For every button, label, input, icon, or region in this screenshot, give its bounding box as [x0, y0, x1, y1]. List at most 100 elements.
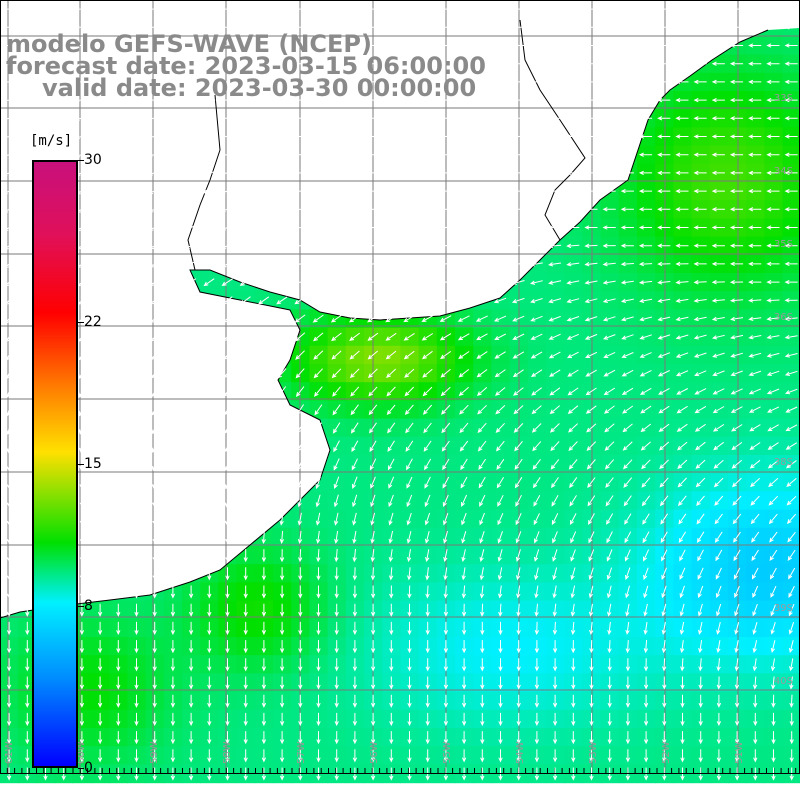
wind-arrow — [351, 440, 359, 453]
wind-arrow — [420, 170, 434, 176]
wind-arrow — [222, 349, 232, 361]
wind-arrow — [571, 749, 576, 763]
wind-arrow — [480, 712, 485, 727]
wind-arrow — [389, 585, 394, 599]
wind-arrow — [95, 331, 105, 343]
wind-arrow — [639, 334, 652, 340]
wind-arrow — [133, 403, 140, 417]
wind-arrow — [420, 261, 434, 267]
wind-arrow — [243, 658, 248, 672]
wind-arrow — [384, 261, 398, 267]
wind-arrow — [256, 152, 270, 158]
wind-arrow — [293, 189, 307, 194]
wind-arrow — [638, 116, 653, 121]
wind-arrow — [606, 531, 613, 544]
wind-arrow — [225, 549, 230, 563]
colorbar — [32, 160, 78, 768]
wind-arrow — [729, 116, 744, 121]
wind-arrow — [370, 476, 376, 489]
wind-arrow — [693, 225, 707, 230]
wind-arrow — [97, 603, 103, 617]
wind-arrow — [643, 603, 648, 617]
wind-arrow — [658, 387, 670, 395]
wind-arrow — [493, 152, 507, 157]
wind-arrow — [314, 422, 323, 434]
wind-arrow — [183, 25, 198, 30]
wind-arrow — [602, 261, 616, 267]
wind-arrow — [20, 187, 33, 195]
wind-arrow — [111, 116, 125, 121]
wind-arrow — [352, 585, 358, 599]
wind-arrow — [493, 279, 507, 285]
wind-arrow — [534, 658, 540, 672]
wind-arrow — [662, 694, 667, 708]
wind-arrow — [20, 152, 34, 158]
wind-arrow — [607, 676, 612, 690]
wind-arrow — [625, 676, 631, 690]
wind-arrow — [261, 567, 267, 581]
wind-arrow — [569, 477, 578, 489]
wind-arrow — [348, 261, 361, 267]
wind-arrow — [22, 295, 32, 306]
wind-arrow — [367, 368, 378, 379]
wind-arrow — [624, 531, 632, 544]
wind-arrow — [588, 513, 595, 526]
wind-arrow — [422, 404, 433, 415]
wind-arrow — [621, 352, 634, 358]
wind-arrow — [384, 79, 398, 85]
wind-arrow — [79, 567, 85, 581]
wind-arrow — [25, 530, 30, 545]
wind-arrow — [623, 477, 633, 488]
wind-arrow — [134, 658, 139, 672]
wind-arrow — [202, 242, 215, 249]
wind-arrow — [748, 279, 762, 285]
wind-arrow — [698, 621, 703, 635]
wind-arrow — [443, 549, 448, 563]
wind-arrow — [352, 512, 357, 526]
wind-arrow — [111, 134, 125, 140]
wind-arrow — [274, 97, 289, 103]
wind-arrow — [784, 116, 798, 121]
wind-arrow — [569, 495, 577, 507]
wind-arrow — [547, 116, 562, 121]
wind-arrow — [261, 549, 267, 563]
wind-arrow — [188, 694, 194, 708]
wind-arrow — [475, 170, 489, 176]
wind-arrow — [202, 25, 216, 30]
wind-arrow — [311, 170, 325, 176]
wind-arrow — [387, 458, 395, 471]
wind-arrow — [657, 370, 670, 377]
wind-arrow — [134, 585, 139, 599]
wind-arrow — [638, 97, 653, 103]
wind-arrow — [149, 278, 160, 287]
wind-arrow — [479, 494, 486, 507]
wind-arrow — [170, 476, 175, 490]
wind-arrow — [566, 170, 580, 176]
longitude-label: 55W — [442, 741, 453, 764]
wind-arrow — [384, 43, 398, 48]
wind-arrow — [788, 622, 795, 635]
wind-arrow — [529, 280, 543, 285]
wind-arrow — [225, 731, 230, 745]
wind-arrow — [224, 403, 231, 416]
wind-arrow — [261, 621, 267, 636]
wind-arrow — [749, 459, 761, 469]
wind-arrow — [766, 298, 780, 303]
wind-arrow — [170, 603, 176, 617]
wind-arrow — [734, 640, 739, 654]
wind-arrow — [202, 171, 216, 176]
wind-arrow — [532, 477, 541, 489]
wind-arrow — [784, 152, 798, 157]
wind-arrow — [456, 188, 471, 194]
wind-arrow — [204, 314, 215, 324]
wind-arrow — [675, 152, 689, 157]
wind-arrow — [316, 621, 321, 636]
wind-arrow — [620, 25, 634, 30]
wind-arrow — [511, 43, 525, 48]
wind-arrow — [334, 621, 339, 636]
wind-arrow — [261, 749, 267, 763]
wind-arrow — [6, 439, 11, 454]
wind-arrow — [97, 494, 103, 508]
wind-arrow — [475, 225, 489, 230]
wind-arrow — [693, 188, 707, 194]
